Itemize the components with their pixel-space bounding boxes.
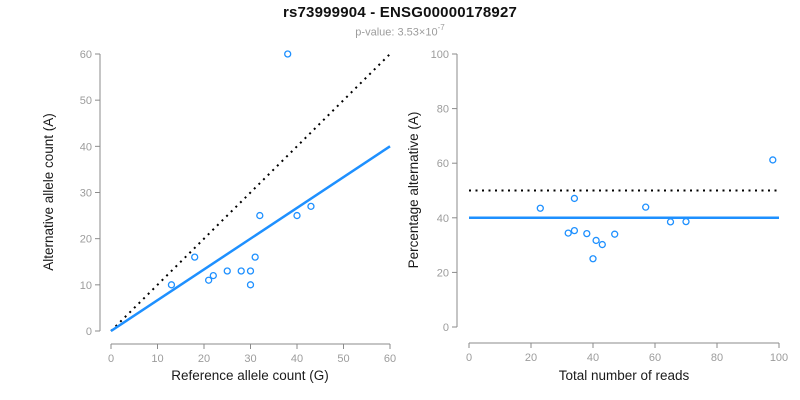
y-tick-label: 80 [437, 104, 449, 116]
x-tick-label: 60 [384, 353, 396, 365]
y-tick-label: 20 [80, 234, 92, 246]
expected-ratio-line [110, 145, 391, 333]
left-yaxis-title: Alternative allele count (A) [41, 113, 56, 271]
x-tick-label: 20 [525, 352, 537, 364]
y-tick-label: 50 [80, 95, 92, 107]
right-xaxis-title: Total number of reads [559, 368, 690, 383]
data-point [256, 211, 264, 220]
data-point [598, 240, 606, 249]
y-tick-label: 60 [437, 158, 449, 170]
data-point [284, 50, 292, 58]
left-xaxis-title: Reference allele count (G) [171, 368, 329, 383]
data-point [592, 236, 600, 245]
data-point [223, 267, 231, 275]
data-point [570, 226, 579, 235]
data-point [246, 281, 255, 289]
data-point [682, 217, 690, 226]
x-tick-label: 60 [649, 352, 661, 364]
data-point [570, 194, 579, 203]
data-point [666, 218, 675, 226]
x-tick-label: 80 [711, 352, 723, 364]
y-tick-label: 40 [80, 141, 92, 153]
data-point [307, 202, 315, 211]
y-tick-label: 60 [80, 49, 92, 61]
data-point [642, 203, 650, 211]
right-yaxis-title: Percentage alternative (A) [406, 112, 421, 269]
y-tick-label: 0 [86, 326, 92, 338]
y-tick-label: 100 [431, 49, 449, 61]
data-point [536, 204, 544, 212]
x-tick-label: 50 [337, 353, 349, 365]
right-scatter-panel: 0 20 40 60 80 100 0 20 40 60 80 100 [431, 49, 789, 364]
data-point [246, 267, 255, 275]
left-scatter-panel: 0 10 20 30 40 50 60 0 10 20 30 40 50 60 [80, 49, 396, 365]
x-tick-label: 0 [108, 353, 114, 365]
data-point [564, 229, 572, 237]
figure-title: rs73999904 - ENSG00000178927 [282, 4, 518, 21]
data-point [583, 229, 591, 238]
data-point [209, 271, 217, 280]
figure-header: rs73999904 - ENSG00000178927 p-value: 3.… [0, 4, 800, 39]
y-tick-label: 20 [437, 267, 449, 279]
data-point [204, 276, 213, 284]
y-tick-label: 40 [437, 213, 449, 225]
x-tick-label: 40 [587, 352, 599, 364]
x-tick-label: 0 [466, 352, 472, 364]
pvalue-exponent: -7 [437, 23, 445, 32]
y-tick-label: 0 [443, 322, 449, 334]
data-point [237, 267, 245, 275]
x-tick-label: 20 [198, 353, 210, 365]
pvalue-text: p-value: 3.53×10 [355, 26, 438, 39]
data-point [251, 253, 259, 261]
x-tick-label: 30 [244, 353, 256, 365]
x-tick-label: 40 [291, 353, 303, 365]
figure-subtitle: p-value: 3.53×10-7 [0, 23, 800, 39]
x-tick-label: 100 [770, 352, 788, 364]
y-tick-label: 10 [80, 280, 92, 292]
data-point [191, 253, 199, 261]
x-tick-label: 10 [151, 353, 163, 365]
data-point [769, 156, 777, 164]
data-point [167, 281, 176, 289]
data-point [589, 255, 597, 263]
identity-line [110, 53, 391, 332]
data-point [293, 211, 301, 220]
y-tick-label: 30 [80, 188, 92, 200]
data-point [611, 230, 619, 238]
